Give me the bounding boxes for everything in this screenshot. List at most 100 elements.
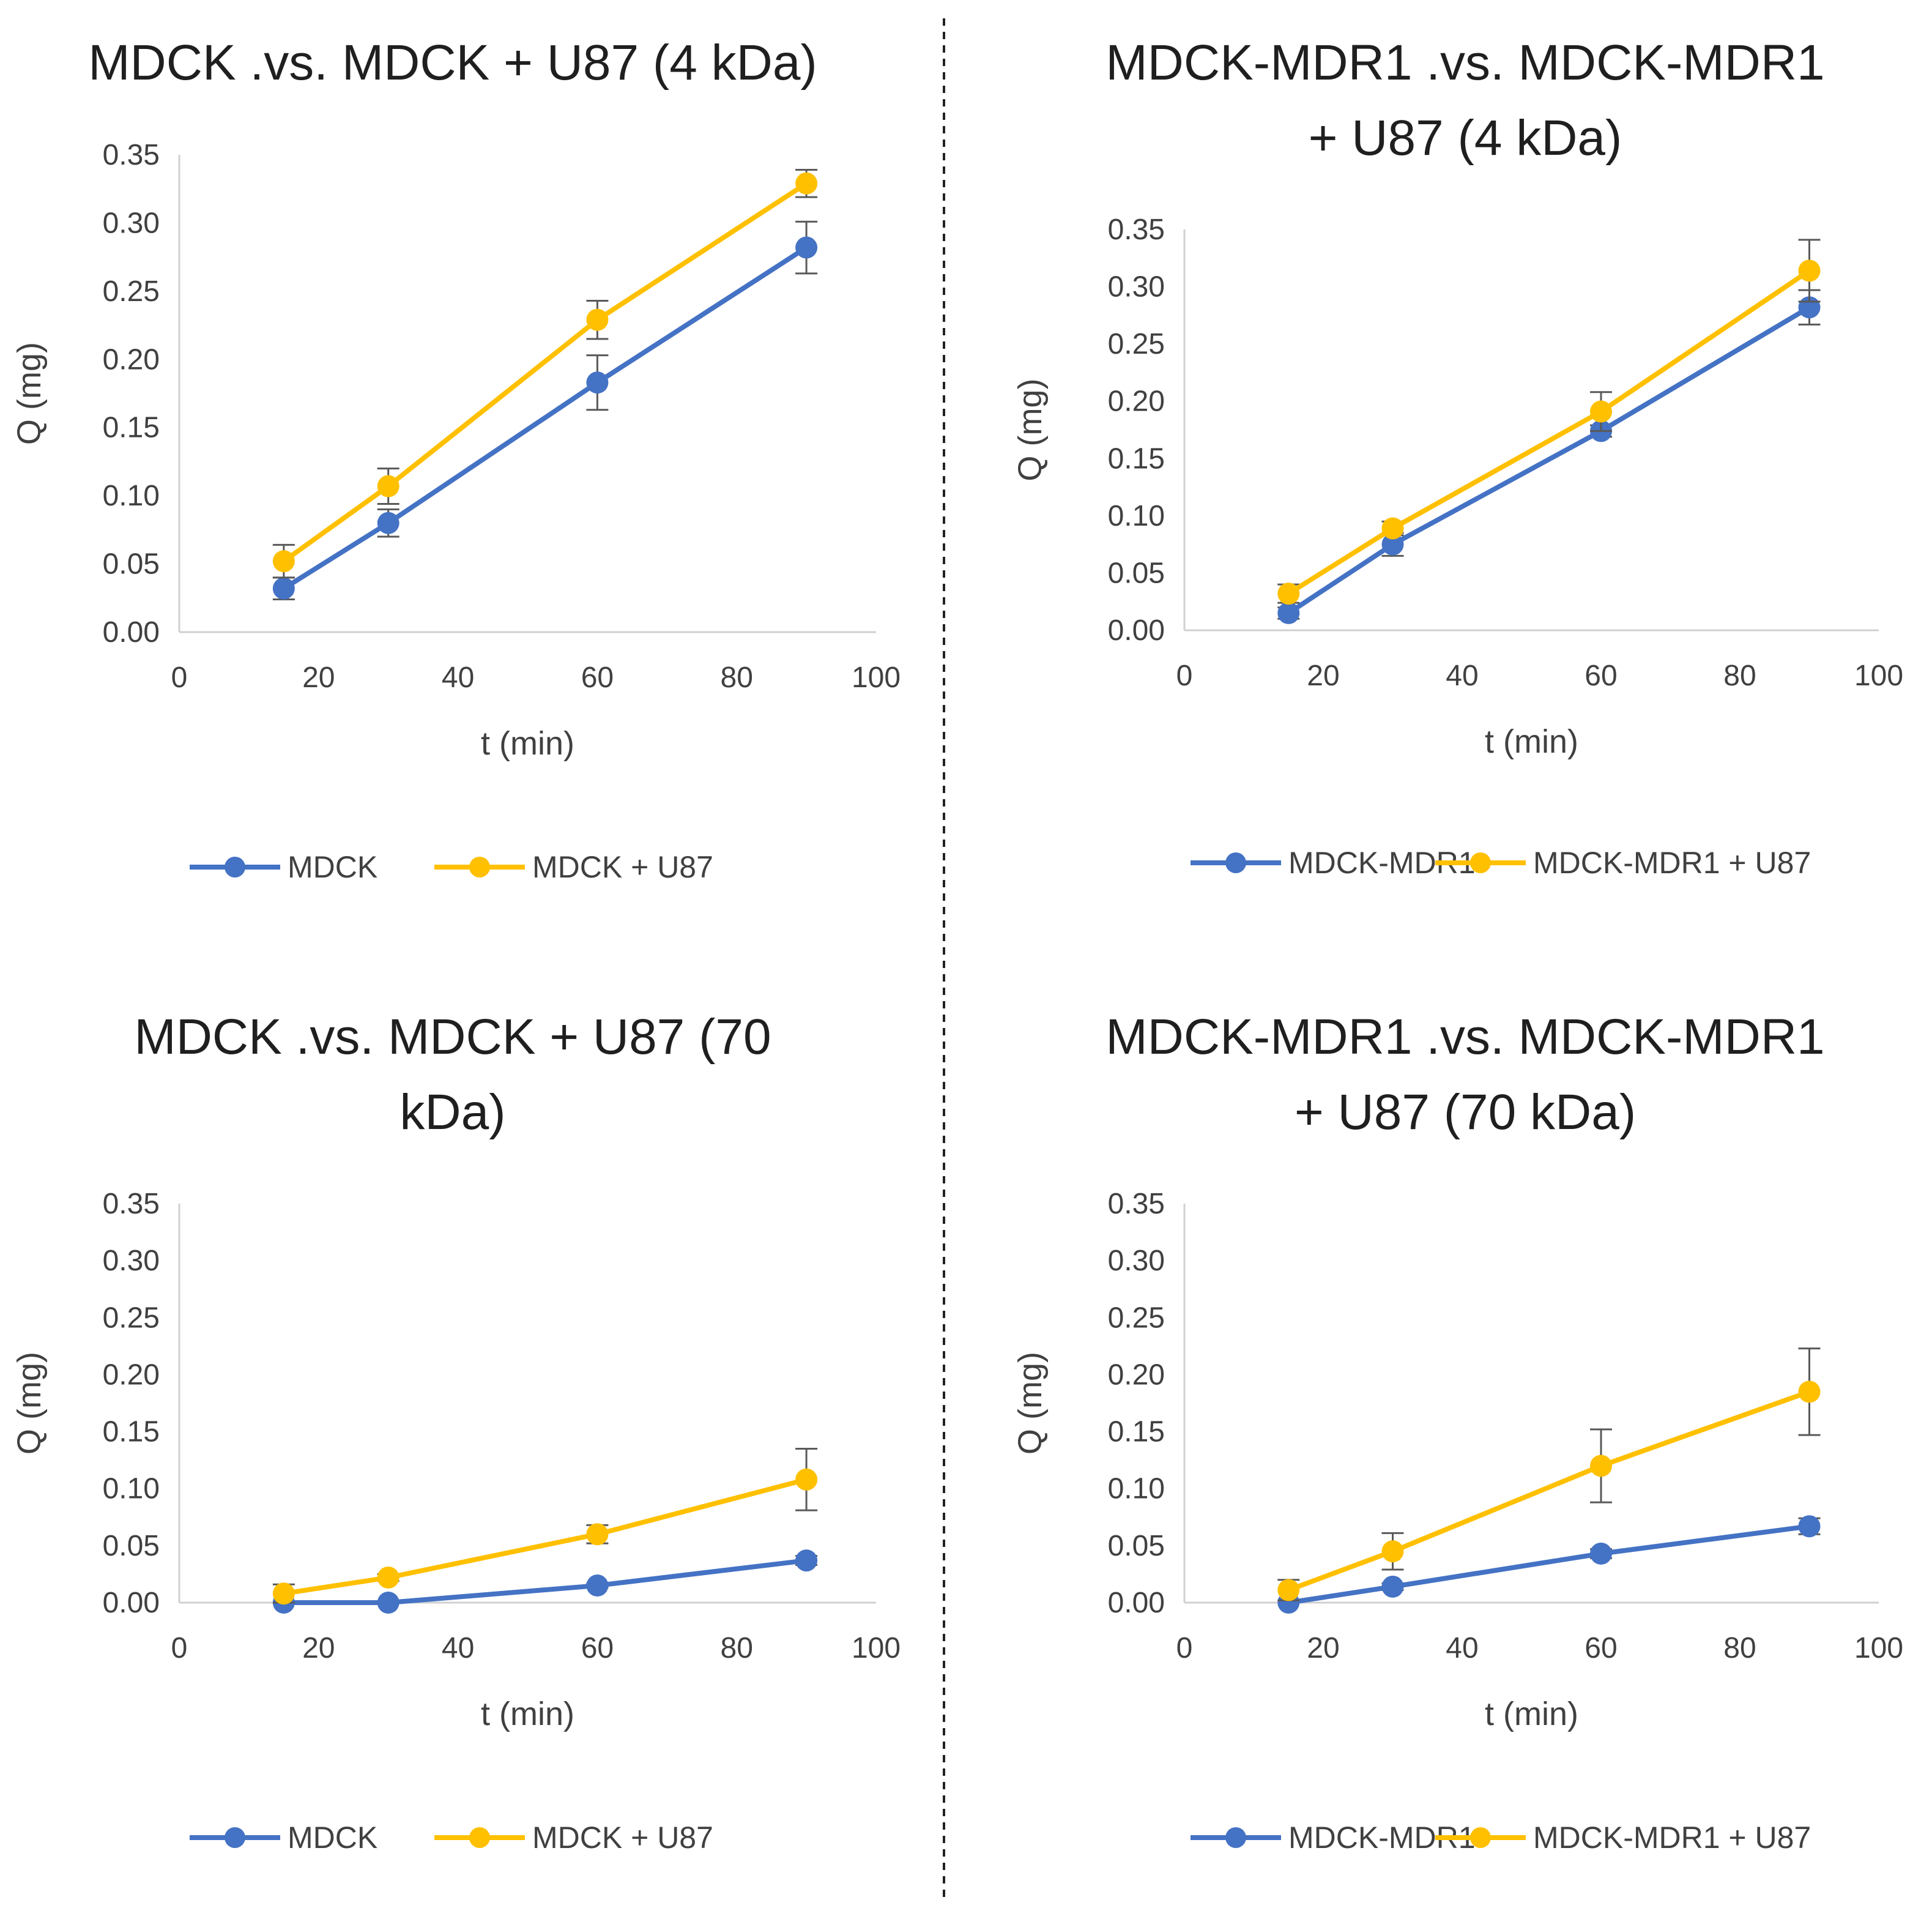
chart-panel-2: MDCK-MDR1 .vs. MDCK-MDR1 + U87 (4 kDa) 0.0… bbox=[1012, 35, 1903, 880]
x-axis-title: t (min) bbox=[481, 1696, 574, 1732]
y-tick-label: 0.15 bbox=[1108, 442, 1165, 475]
y-tick-label: 0.30 bbox=[1108, 1245, 1165, 1277]
legend-label: MDCK + U87 bbox=[532, 850, 713, 884]
x-tick-label: 40 bbox=[1446, 660, 1478, 692]
data-point bbox=[1277, 583, 1300, 605]
data-point bbox=[1381, 1540, 1404, 1563]
legend-marker bbox=[225, 1827, 245, 1848]
legend-marker bbox=[469, 1827, 490, 1848]
x-tick-label: 100 bbox=[852, 1632, 901, 1664]
legend-label: MDCK bbox=[288, 1820, 377, 1855]
series-1 bbox=[1277, 289, 1821, 624]
data-point bbox=[1798, 1381, 1821, 1403]
x-tick-label: 20 bbox=[302, 1632, 335, 1664]
y-tick-label: 0.25 bbox=[103, 275, 160, 308]
y-tick-label: 0.10 bbox=[1108, 1473, 1165, 1505]
series-2 bbox=[1277, 1347, 1821, 1601]
y-tick-label: 0.20 bbox=[103, 343, 160, 376]
y-tick-label: 0.30 bbox=[103, 207, 160, 239]
legend-marker bbox=[1470, 852, 1491, 873]
series-1 bbox=[272, 220, 818, 601]
legend-marker bbox=[225, 857, 245, 878]
series-1 bbox=[1277, 1515, 1821, 1614]
y-axis-title: Q (mg) bbox=[1012, 1352, 1049, 1455]
y-tick-label: 0.20 bbox=[1108, 386, 1165, 418]
y-tick-label: 0.25 bbox=[1108, 1302, 1165, 1334]
data-point bbox=[795, 1549, 818, 1572]
x-tick-label: 100 bbox=[852, 661, 901, 694]
data-point bbox=[1381, 1575, 1404, 1598]
y-tick-label: 0.10 bbox=[103, 1473, 160, 1505]
y-tick-label: 0.10 bbox=[1108, 500, 1165, 532]
x-tick-label: 60 bbox=[581, 661, 614, 694]
y-tick-label: 0.00 bbox=[103, 1587, 160, 1619]
series-2 bbox=[272, 169, 818, 579]
x-axis-title: t (min) bbox=[1485, 723, 1578, 760]
x-tick-label: 100 bbox=[1854, 660, 1903, 692]
data-point bbox=[1277, 602, 1300, 624]
x-axis-title: t (min) bbox=[1485, 1696, 1578, 1732]
x-tick-label: 0 bbox=[1176, 660, 1193, 692]
y-tick-label: 0.35 bbox=[103, 139, 160, 171]
series-line bbox=[1286, 305, 1812, 616]
y-tick-label: 0.35 bbox=[103, 1188, 160, 1220]
x-tick-label: 60 bbox=[581, 1632, 614, 1664]
y-tick-label: 0.10 bbox=[103, 480, 160, 512]
chart-title: MDCK .vs. MDCK + U87 (70 bbox=[134, 1009, 771, 1065]
y-tick-label: 0.30 bbox=[1108, 271, 1165, 304]
data-point bbox=[1798, 1515, 1821, 1538]
x-axis-title: t (min) bbox=[481, 725, 574, 762]
y-tick-label: 0.35 bbox=[1108, 1188, 1165, 1220]
chart-title: kDa) bbox=[399, 1084, 505, 1140]
data-point bbox=[272, 550, 295, 573]
data-point bbox=[1798, 259, 1821, 282]
legend-marker bbox=[469, 857, 490, 878]
data-point bbox=[377, 1567, 399, 1589]
legend-marker bbox=[1225, 1827, 1246, 1848]
data-point bbox=[795, 1468, 818, 1491]
chart-panel-4: MDCK-MDR1 .vs. MDCK-MDR1 + U87 (70 kDa) 0.… bbox=[1012, 1009, 1903, 1855]
x-tick-label: 100 bbox=[1854, 1632, 1903, 1664]
legend-label: MDCK-MDR1 + U87 bbox=[1533, 1820, 1811, 1855]
y-tick-label: 0.20 bbox=[103, 1358, 160, 1391]
y-tick-label: 0.25 bbox=[1108, 328, 1165, 360]
y-tick-label: 0.00 bbox=[103, 616, 160, 649]
chart-title: MDCK-MDR1 .vs. MDCK-MDR1 bbox=[1105, 35, 1824, 91]
data-point bbox=[272, 1582, 295, 1605]
data-point bbox=[1381, 533, 1404, 556]
x-tick-label: 60 bbox=[1585, 1632, 1617, 1664]
series-2 bbox=[1277, 239, 1821, 605]
data-point bbox=[377, 475, 399, 497]
x-tick-label: 0 bbox=[171, 661, 188, 694]
data-point bbox=[586, 1523, 609, 1546]
data-point bbox=[795, 172, 818, 195]
data-point bbox=[1590, 400, 1612, 423]
chart-title: + U87 (70 kDa) bbox=[1295, 1084, 1636, 1140]
x-tick-label: 80 bbox=[1723, 1632, 1756, 1664]
x-tick-label: 60 bbox=[1585, 660, 1617, 692]
y-tick-label: 0.05 bbox=[1108, 1530, 1165, 1562]
y-tick-label: 0.00 bbox=[1108, 614, 1165, 647]
legend-marker bbox=[1470, 1827, 1491, 1848]
y-tick-label: 0.00 bbox=[1108, 1587, 1165, 1619]
y-axis-title: Q (mg) bbox=[11, 1352, 48, 1455]
chart-panel-1: MDCK .vs. MDCK + U87 (4 kDa) 0.00 0.05 0.10… bbox=[11, 35, 901, 884]
y-tick-label: 0.05 bbox=[103, 548, 160, 581]
series-2 bbox=[272, 1448, 818, 1605]
x-tick-label: 40 bbox=[1446, 1632, 1478, 1664]
chart-title: MDCK-MDR1 .vs. MDCK-MDR1 bbox=[1105, 1009, 1824, 1065]
chart-title: + U87 (4 kDa) bbox=[1309, 110, 1622, 166]
data-point bbox=[586, 1574, 609, 1597]
chart-title: MDCK .vs. MDCK + U87 (4 kDa) bbox=[88, 35, 817, 91]
y-tick-label: 0.05 bbox=[103, 1530, 160, 1562]
y-tick-label: 0.15 bbox=[103, 412, 160, 444]
legend-label: MDCK bbox=[288, 850, 377, 884]
y-tick-label: 0.15 bbox=[1108, 1416, 1165, 1448]
data-point bbox=[272, 577, 295, 600]
series-line bbox=[281, 245, 809, 591]
x-tick-label: 20 bbox=[1307, 1632, 1339, 1664]
x-tick-label: 0 bbox=[171, 1632, 188, 1664]
chart-panel-3: MDCK .vs. MDCK + U87 (70 kDa) 0.00 0.05 0.10… bbox=[11, 1009, 901, 1855]
series-line bbox=[281, 1558, 809, 1605]
